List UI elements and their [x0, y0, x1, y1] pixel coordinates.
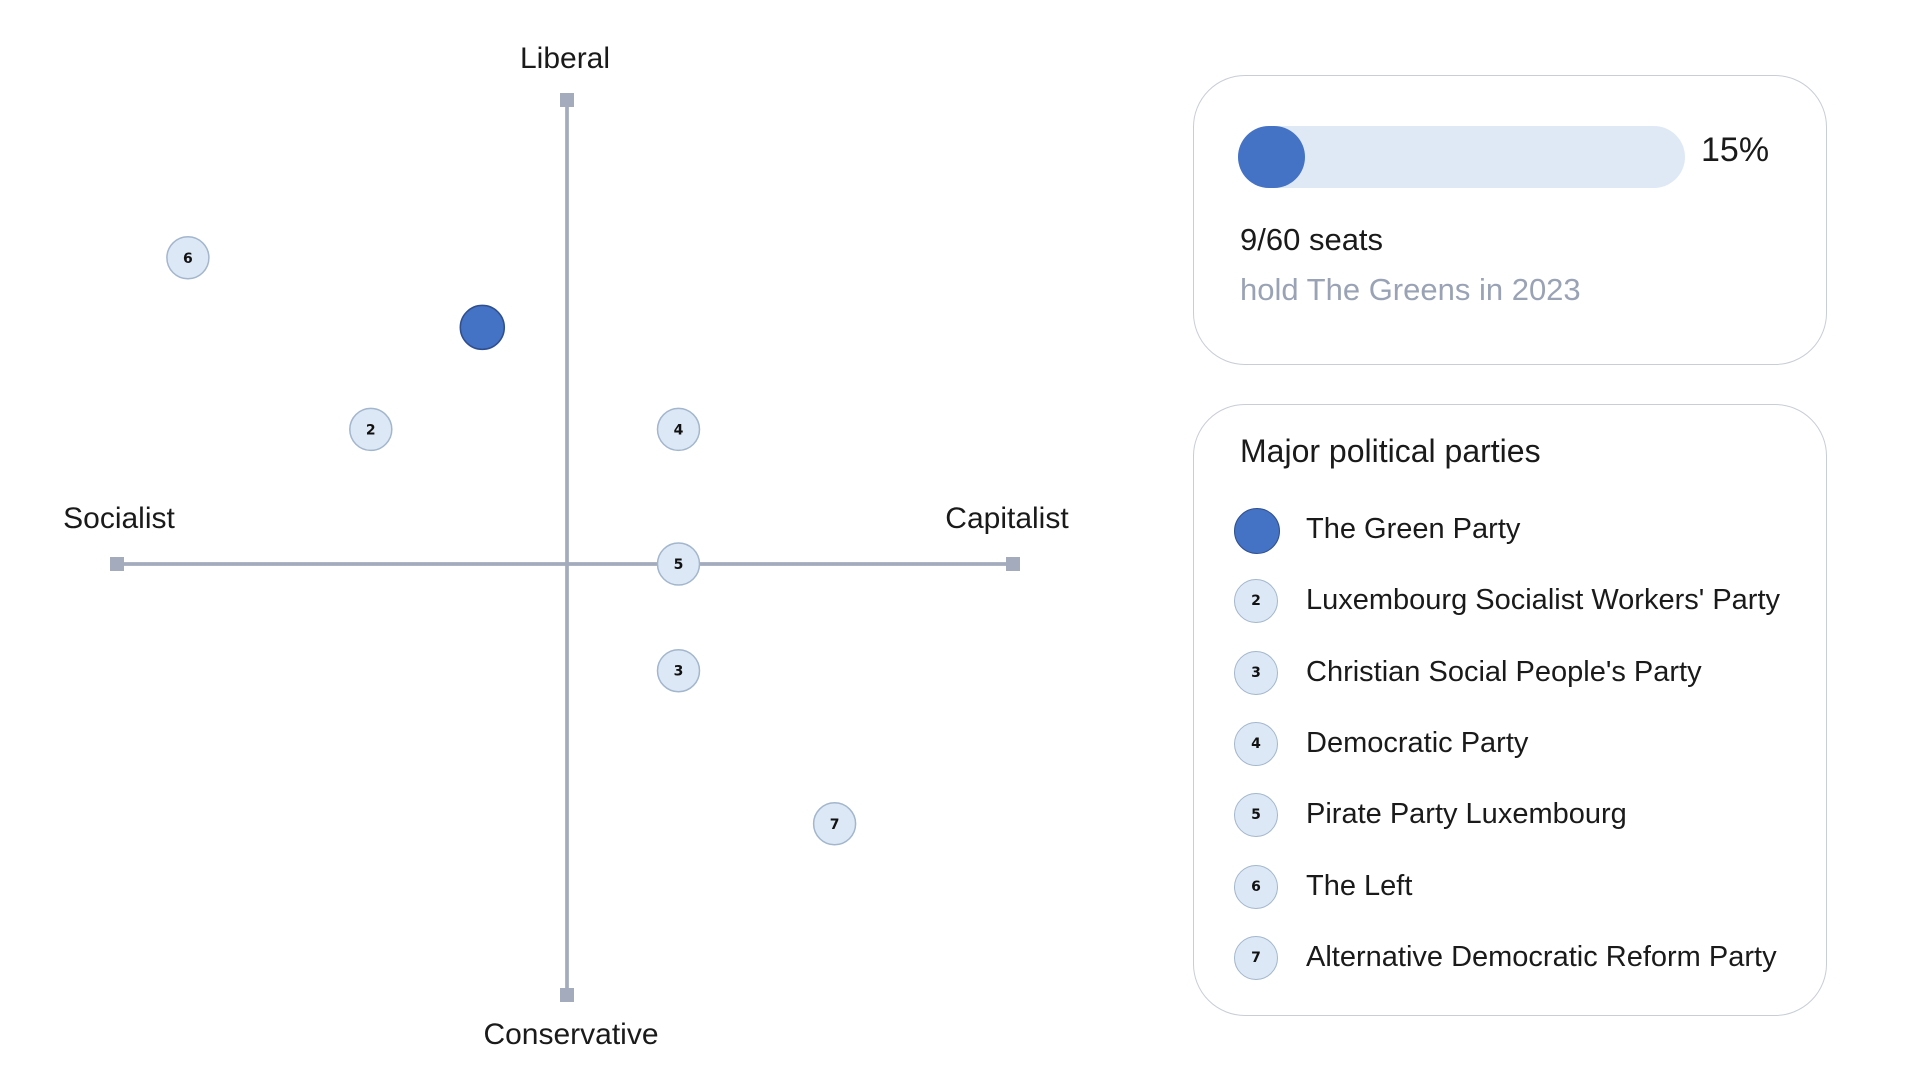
seat-share-percent: 15%	[1701, 131, 1770, 169]
legend-marker-3: 3	[1234, 650, 1278, 695]
legend-item-5: 5 Pirate Party Luxembourg	[1234, 793, 1814, 841]
data-point-3	[656, 648, 701, 693]
legend-item-3: 3 Christian Social People's Party	[1234, 650, 1814, 699]
legend-marker-2: 2	[1234, 579, 1278, 624]
legend-item-4: 4 Democratic Party	[1234, 721, 1814, 770]
axis-label-liberal: Liberal	[520, 42, 610, 75]
legend-marker-1	[1234, 508, 1280, 554]
data-points: 2 3 4 5 6 7	[166, 236, 857, 846]
x-axis-right-cap	[1006, 557, 1020, 571]
legend-list: The Green Party 2 Luxembourg Socialist Wor…	[1194, 405, 1826, 1015]
data-point-label-3: 3	[674, 664, 684, 680]
legend-label-4: Democratic Party	[1306, 726, 1529, 759]
seat-share-progress-fill	[1238, 126, 1306, 188]
legend-card: Major political parties The Green Party 2…	[1193, 404, 1827, 1016]
y-axis-top-cap	[560, 93, 574, 107]
legend-item-6: 6 The Left	[1234, 864, 1814, 913]
legend-item-2: 2 Luxembourg Socialist Workers' Party	[1234, 579, 1814, 627]
legend-label-7: Alternative Democratic Reform Party	[1306, 940, 1777, 973]
seat-share-card: 15% 9/60 seats hold The Greens in 2023	[1193, 75, 1827, 365]
seat-count: 9/60 seats	[1240, 222, 1384, 257]
political-compass-chart: Liberal Conservative Socialist Capitalis…	[63, 42, 1069, 1051]
legend-marker-4: 4	[1234, 721, 1278, 766]
x-axis-left-cap	[110, 557, 124, 571]
data-point-label-2: 2	[366, 422, 376, 438]
y-axis-bottom-cap	[560, 988, 574, 1002]
legend-item-1: The Green Party	[1234, 508, 1814, 556]
legend-title: Major political parties	[1240, 433, 1541, 469]
data-point-5	[656, 542, 701, 586]
data-point-7	[812, 802, 857, 846]
legend-label-1: The Green Party	[1306, 513, 1521, 545]
legend-marker-6: 6	[1234, 864, 1278, 909]
legend-label-5: Pirate Party Luxembourg	[1306, 798, 1627, 831]
data-point-2	[349, 407, 393, 452]
axis-label-socialist: Socialist	[63, 502, 175, 535]
data-point-label-4: 4	[674, 422, 684, 438]
legend-label-3: Christian Social People's Party	[1306, 655, 1702, 688]
legend-item-7: 7 Alternative Democratic Reform Party	[1234, 935, 1814, 984]
axis-label-conservative: Conservative	[483, 1018, 658, 1051]
data-point-6	[166, 236, 210, 280]
data-point-label-7: 7	[830, 817, 840, 833]
legend-label-2: Luxembourg Socialist Workers' Party	[1306, 584, 1781, 617]
legend-label-6: The Left	[1306, 869, 1413, 902]
data-point-label-6: 6	[183, 251, 193, 267]
axis-label-capitalist: Capitalist	[945, 502, 1069, 535]
seat-share-caption: hold The Greens in 2023	[1240, 272, 1581, 307]
legend-marker-5: 5	[1234, 793, 1278, 838]
data-point-label-5: 5	[674, 557, 684, 573]
legend-marker-7: 7	[1234, 935, 1278, 980]
data-point-1	[459, 304, 506, 351]
seat-share-progress-track	[1238, 126, 1685, 188]
data-point-4	[656, 407, 701, 452]
